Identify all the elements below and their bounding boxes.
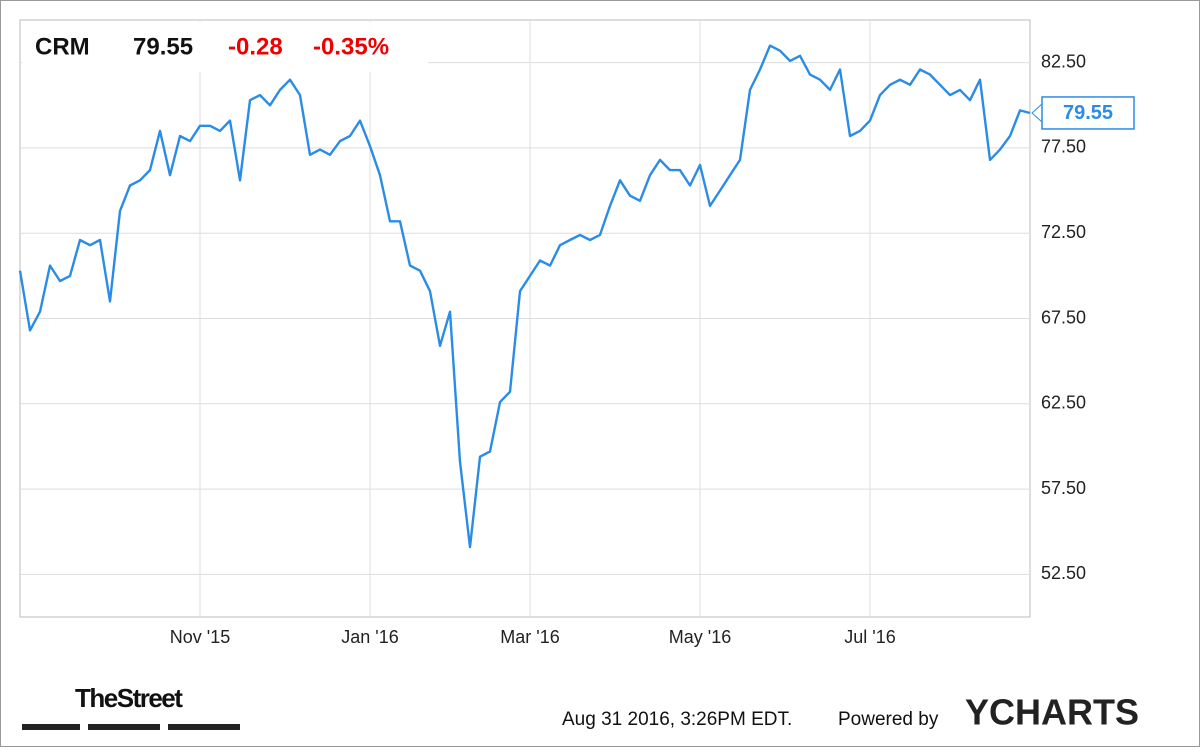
logo-bar xyxy=(22,724,80,730)
last-value-badge xyxy=(1041,96,1135,130)
y-tick-label: 57.50 xyxy=(1041,478,1086,498)
y-tick-label: 72.50 xyxy=(1041,222,1086,242)
ticker: CRM xyxy=(35,33,90,60)
logo-bar xyxy=(168,724,240,730)
last-value-label: 79.55 xyxy=(1063,102,1113,124)
x-tick-label: Mar '16 xyxy=(500,627,559,647)
x-tick-label: Nov '15 xyxy=(170,627,230,647)
y-tick-label: 52.50 xyxy=(1041,563,1086,583)
x-tick-label: Jan '16 xyxy=(341,627,398,647)
y-tick-label: 77.50 xyxy=(1041,137,1086,157)
header-box xyxy=(22,22,428,72)
price-line xyxy=(18,44,1031,549)
price: 79.55 xyxy=(133,33,193,60)
y-tick-label: 62.50 xyxy=(1041,393,1086,413)
x-tick-label: Jul '16 xyxy=(844,627,895,647)
x-tick-label: May '16 xyxy=(669,627,731,647)
brand-logo: YCHARTS xyxy=(965,692,1139,733)
change-pct: -0.35% xyxy=(313,33,389,60)
timestamp: Aug 31 2016, 3:26PM EDT. xyxy=(562,709,792,730)
change: -0.28 xyxy=(228,33,283,60)
source-logo: TheStreet xyxy=(75,683,183,713)
powered-by: Powered by xyxy=(838,709,939,730)
y-tick-label: 67.50 xyxy=(1041,307,1086,327)
logo-bar xyxy=(88,724,160,730)
y-tick-label: 82.50 xyxy=(1041,51,1086,71)
